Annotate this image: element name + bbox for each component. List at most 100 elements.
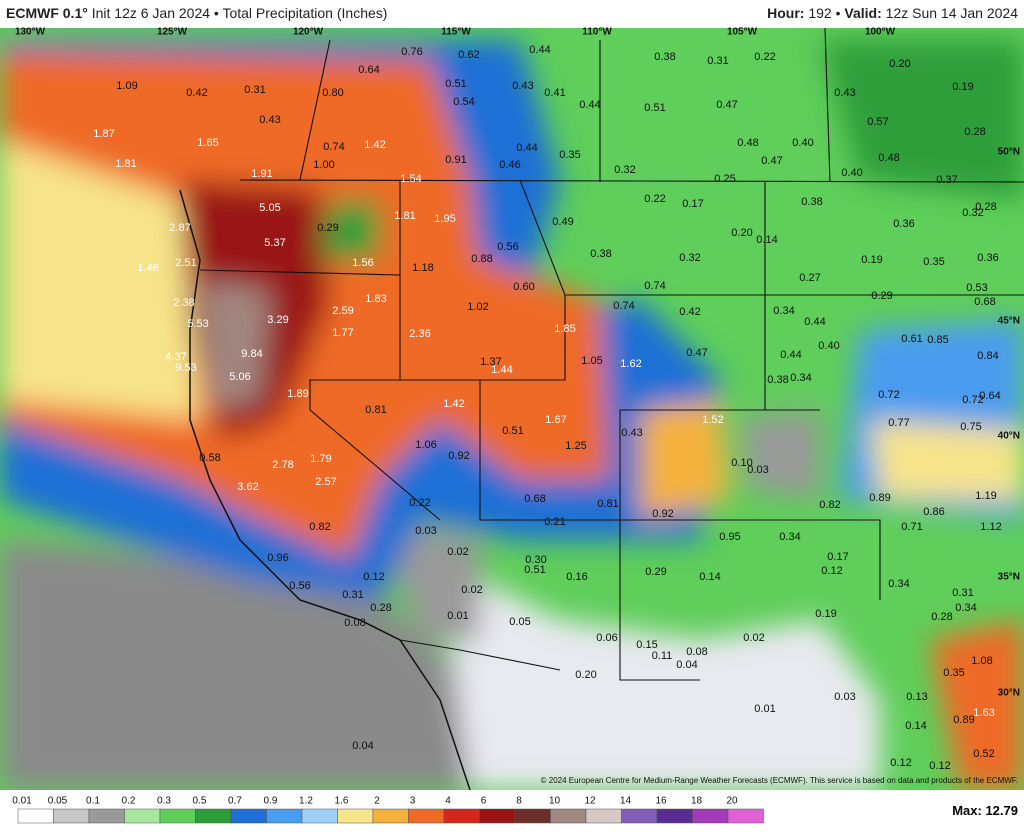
colorbar-tick: 14 (620, 796, 632, 807)
point-value: 0.36 (893, 218, 914, 230)
colorbar-swatch (692, 808, 729, 824)
point-value: 1.52 (702, 414, 723, 426)
point-value: 0.28 (370, 602, 391, 614)
point-value: 0.17 (827, 551, 848, 563)
point-value: 0.31 (707, 55, 728, 67)
point-value: 0.35 (559, 149, 580, 161)
point-value: 0.32 (679, 252, 700, 264)
point-value: 1.54 (400, 173, 421, 185)
point-value: 1.19 (975, 490, 996, 502)
point-value: 0.19 (861, 254, 882, 266)
colorbar-tick: 20 (726, 796, 738, 807)
point-value: 1.18 (412, 262, 433, 274)
valid: 12z Sun 14 Jan 2024 (886, 5, 1019, 21)
point-value: 0.92 (448, 450, 469, 462)
point-value: 0.54 (453, 96, 474, 108)
point-value: 0.49 (552, 216, 573, 228)
point-value: 0.72 (962, 394, 983, 406)
point-value: 0.41 (544, 87, 565, 99)
point-value: 0.44 (529, 44, 550, 56)
hour: 192 (808, 5, 832, 21)
model: ECMWF 0.1° (6, 5, 88, 21)
latitude-label: 40°N (998, 431, 1020, 442)
point-value: 5.53 (187, 318, 208, 330)
hour-label: Hour: (767, 5, 804, 21)
point-value: 0.03 (415, 525, 436, 537)
latitude-label: 45°N (998, 316, 1020, 327)
colorbar-swatch (230, 808, 267, 824)
point-value: 0.11 (652, 650, 673, 662)
colorbar-tick: 0.05 (48, 796, 68, 807)
point-value: 0.51 (502, 425, 523, 437)
point-value: 1.67 (545, 414, 566, 426)
point-value: 0.19 (815, 608, 836, 620)
point-value: 0.01 (447, 610, 468, 622)
colorbar-swatch (408, 808, 445, 824)
point-value: 0.64 (358, 64, 379, 76)
colorbar-tick: 8 (516, 796, 522, 807)
field: Total Precipitation (Inches) (222, 5, 387, 21)
point-value: 0.16 (566, 571, 587, 583)
separator: • (214, 5, 219, 21)
point-value: 0.76 (401, 46, 422, 58)
valid-label: Valid: (844, 5, 881, 21)
point-value: 0.85 (927, 334, 948, 346)
colorbar-tick: 4 (445, 796, 451, 807)
point-value: 5.37 (264, 237, 285, 249)
point-value: 0.06 (596, 632, 617, 644)
precip-field (0, 28, 1024, 790)
point-value: 0.12 (363, 571, 384, 583)
point-value: 0.02 (461, 584, 482, 596)
point-value: 0.74 (644, 280, 665, 292)
point-value: 0.03 (834, 691, 855, 703)
max-label: Max: (952, 803, 982, 818)
point-value: 0.05 (509, 616, 530, 628)
point-value: 0.56 (289, 580, 310, 592)
point-value: 0.04 (352, 740, 373, 752)
point-value: 0.12 (890, 757, 911, 769)
point-value: 0.68 (974, 296, 995, 308)
point-value: 0.89 (953, 714, 974, 726)
point-value: 0.47 (686, 347, 707, 359)
point-value: 1.81 (394, 210, 415, 222)
colorbar-swatch (372, 808, 409, 824)
point-value: 0.28 (964, 126, 985, 138)
point-value: 2.57 (315, 476, 336, 488)
point-value: 0.12 (929, 760, 950, 772)
point-value: 0.51 (445, 78, 466, 90)
point-value: 0.34 (955, 602, 976, 614)
point-value: 0.31 (342, 589, 363, 601)
point-value: 1.83 (365, 293, 386, 305)
longitude-label: 100°W (865, 27, 896, 38)
point-value: 0.27 (799, 272, 820, 284)
point-value: 0.32 (962, 207, 983, 219)
point-value: 2.38 (173, 297, 194, 309)
point-value: 0.34 (888, 578, 909, 590)
colorbar-swatch (17, 808, 54, 824)
point-value: 0.43 (834, 87, 855, 99)
point-value: 0.91 (445, 154, 466, 166)
point-value: 0.57 (867, 116, 888, 128)
latitude-label: 50°N (998, 147, 1020, 158)
point-value: 0.96 (267, 552, 288, 564)
point-value: 0.38 (801, 196, 822, 208)
point-value: 1.09 (116, 80, 137, 92)
point-value: 0.81 (365, 404, 386, 416)
point-value: 0.22 (644, 193, 665, 205)
boundaries (179, 28, 1024, 790)
point-value: 1.42 (364, 139, 385, 151)
point-value: 0.48 (878, 152, 899, 164)
point-value: 0.14 (756, 234, 777, 246)
colorbar-swatch (727, 808, 764, 824)
point-value: 0.58 (199, 452, 220, 464)
point-value: 0.81 (597, 498, 618, 510)
point-value: 0.40 (841, 167, 862, 179)
point-value: 1.37 (480, 356, 501, 368)
separator: • (836, 5, 841, 21)
point-value: 0.51 (524, 564, 545, 576)
point-value: 1.87 (93, 128, 114, 140)
point-value: 2.59 (332, 305, 353, 317)
point-value: 1.42 (443, 398, 464, 410)
longitude-label: 125°W (157, 27, 188, 38)
